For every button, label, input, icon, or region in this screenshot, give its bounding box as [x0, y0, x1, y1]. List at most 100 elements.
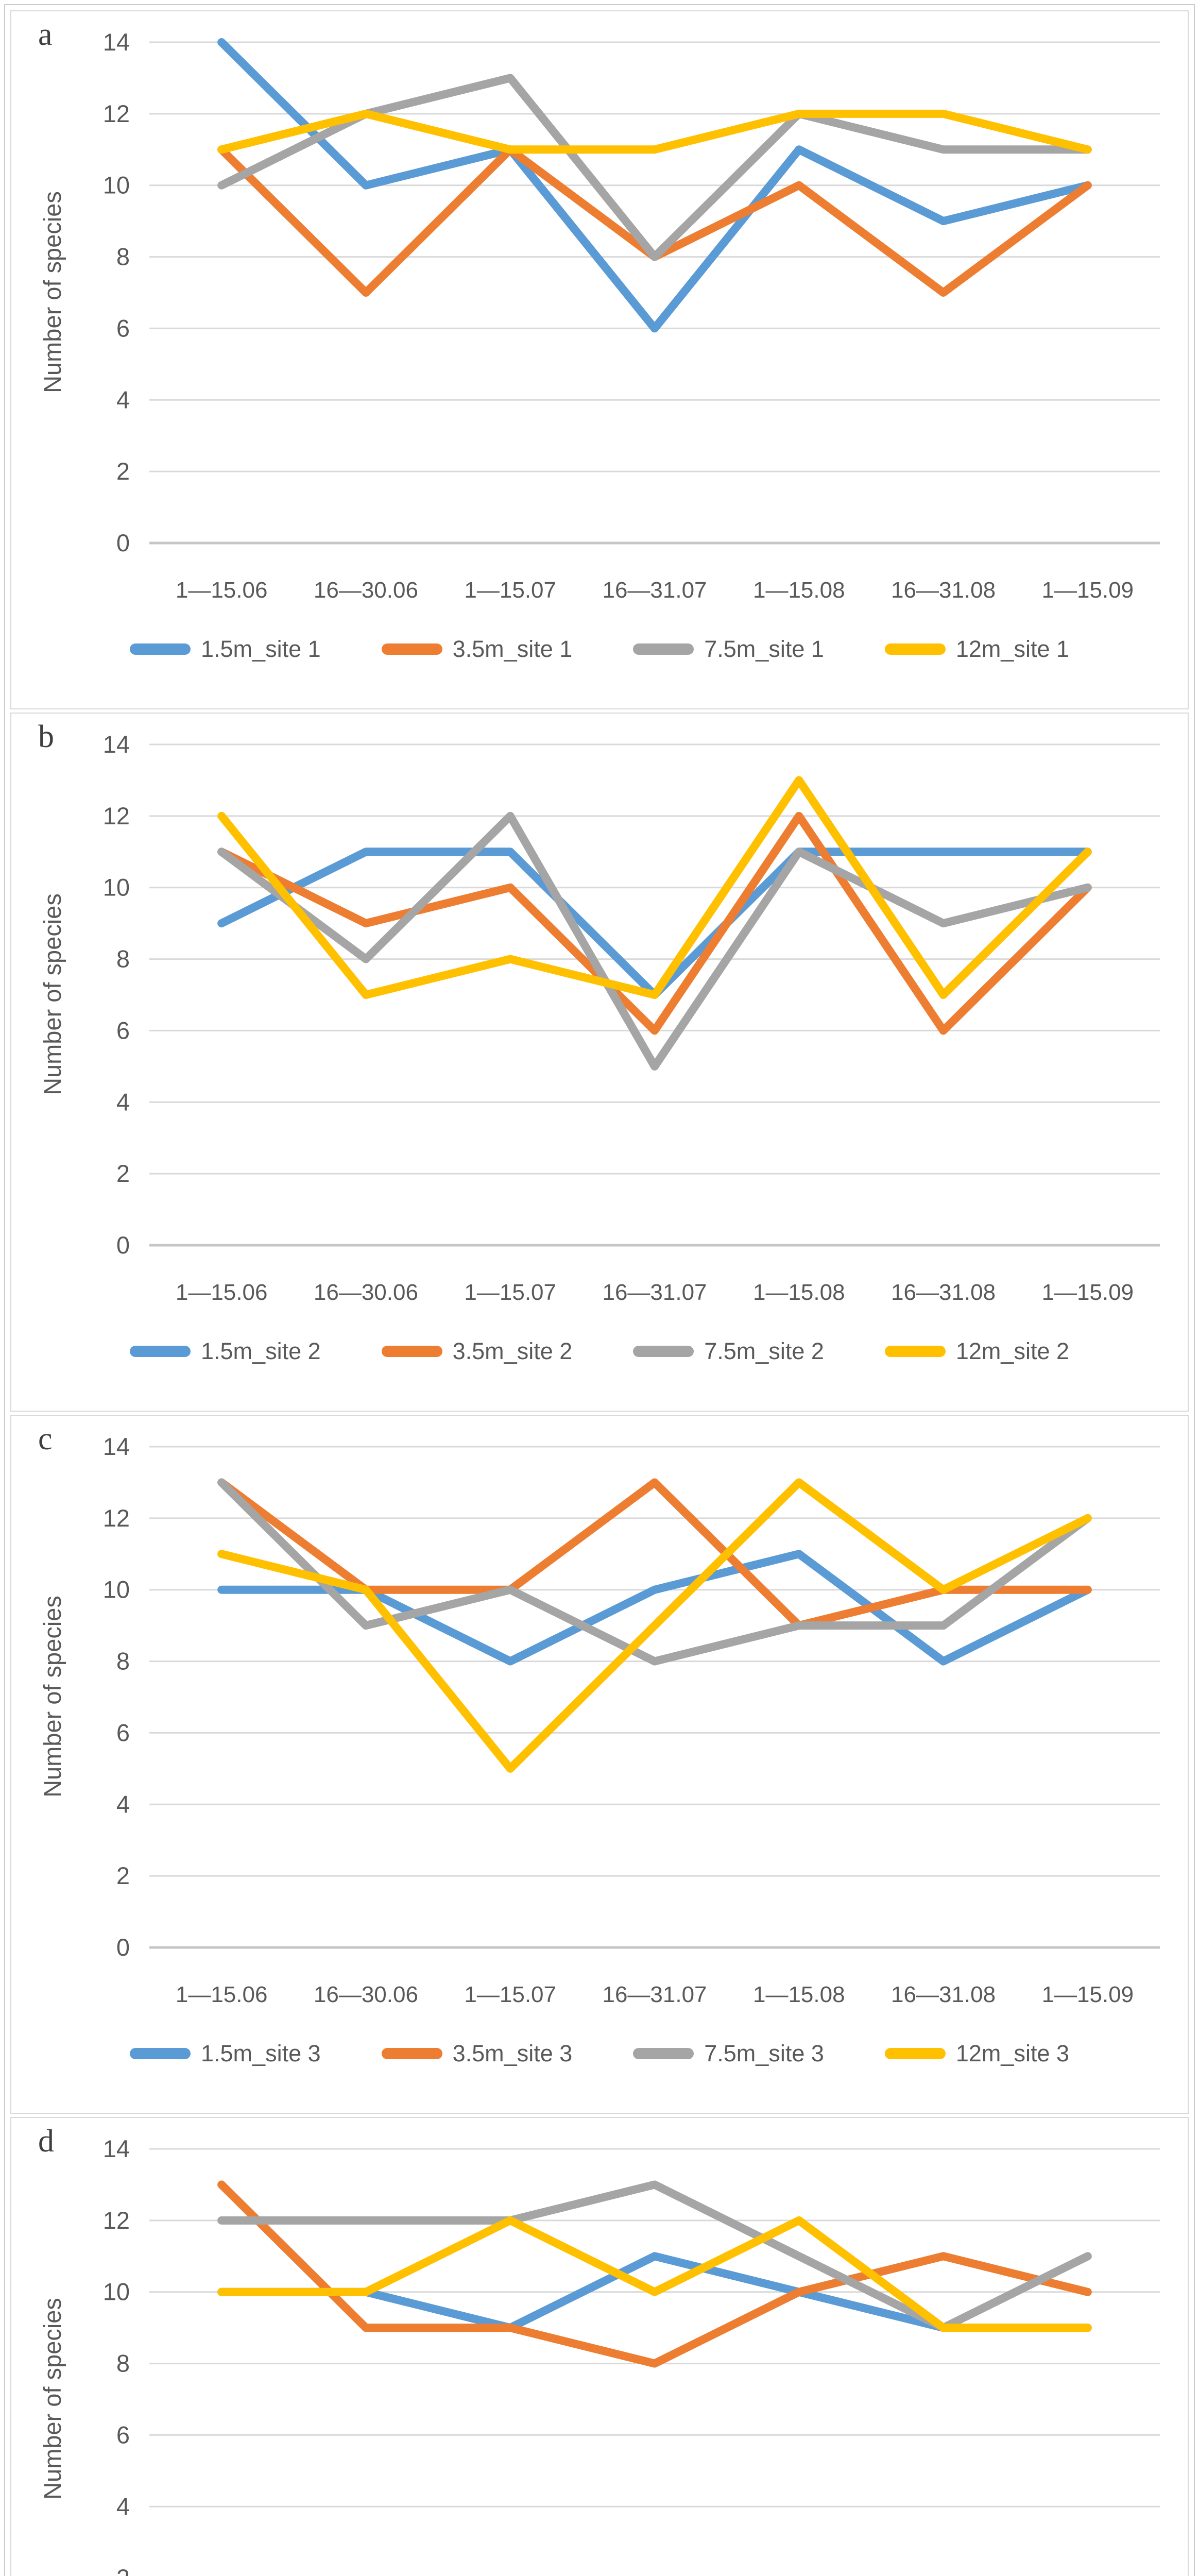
legend-swatch-icon: [633, 2048, 694, 2059]
y-tick-label-0: 0: [116, 529, 130, 556]
x-tick-label-4: 1—15.08: [753, 578, 845, 603]
legend-swatch-icon: [381, 643, 442, 655]
legend-label: 12m_site 1: [955, 636, 1069, 662]
legend-c: 1.5m_site 3 3.5m_site 3 7.5m_site 3 12m_sit…: [11, 2040, 1188, 2067]
legend-swatch-icon: [381, 2048, 442, 2059]
y-tick-label-4: 4: [116, 1088, 130, 1115]
legend-item-7.5m_site-3: 7.5m_site 3: [633, 2040, 824, 2067]
legend-label: 1.5m_site 3: [201, 2040, 321, 2066]
x-tick-label-4: 1—15.08: [753, 1280, 845, 1305]
y-tick-label-8: 8: [116, 243, 130, 270]
y-tick-label-2: 2: [116, 2564, 130, 2576]
legend-item-1.5m_site-1: 1.5m_site 1: [130, 636, 321, 663]
panel-a: a Number of species 0 2 4 6 8 10 12 14 1—15.06 16…: [10, 10, 1189, 709]
legend-label: 12m_site 2: [955, 1338, 1069, 1364]
legend-item-7.5m_site-1: 7.5m_site 1: [633, 636, 824, 663]
legend-label: 1.5m_site 2: [201, 1338, 321, 1364]
y-tick-label-14: 14: [103, 2135, 130, 2162]
legend-label: 1.5m_site 1: [201, 636, 321, 662]
x-tick-label-0: 1—15.06: [176, 1280, 268, 1305]
y-tick-label-6: 6: [116, 2421, 130, 2448]
x-tick-label-3: 16—31.07: [602, 578, 707, 603]
multi-panel-line-chart-figure: a Number of species 0 2 4 6 8 10 12 14 1—15.06 16…: [4, 4, 1195, 2576]
plot-area-c: 0 2 4 6 8 10 12 14 1—15.06 16—30.06 1—15.07 16—31.0…: [103, 1433, 1160, 2007]
x-tick-label-5: 16—31.08: [891, 578, 996, 603]
legend-item-12m_site-1: 12m_site 1: [884, 636, 1069, 663]
y-tick-label-12: 12: [103, 1504, 130, 1532]
y-tick-label-4: 4: [116, 2493, 130, 2520]
panel-d: d Number of species 024681012141—15.0616…: [10, 2117, 1189, 2576]
y-tick-label-14: 14: [103, 1433, 130, 1460]
series-line-3.5m_site-4: [217, 2180, 1092, 2368]
x-tick-label-6: 1—15.09: [1042, 1280, 1134, 1305]
y-tick-label-4: 4: [116, 386, 130, 413]
legend-label: 3.5m_site 2: [452, 1338, 573, 1364]
series-line-7.5m_site-3: [217, 1478, 1092, 1666]
panel-letter-b: b: [38, 719, 54, 754]
x-tick-label-2: 1—15.07: [464, 578, 556, 603]
panel-letter-a: a: [38, 17, 53, 52]
legend-swatch-icon: [130, 1346, 191, 1357]
plot-area-b: 0 2 4 6 8 10 12 14 1—15.06 16—30.06 1—15.07 16—31.0…: [103, 731, 1160, 1305]
panel-letter-d: d: [38, 2124, 54, 2159]
y-tick-label-2: 2: [116, 1862, 130, 1889]
y-tick-label-14: 14: [103, 28, 130, 56]
y-tick-label-10: 10: [103, 1576, 130, 1603]
series-line-7.5m_site-2: [217, 811, 1092, 1071]
x-tick-label-2: 1—15.07: [464, 1280, 556, 1305]
legend-swatch-icon: [130, 2048, 191, 2059]
legend-b: 1.5m_site 2 3.5m_site 2 7.5m_site 2 12m_sit…: [11, 1338, 1188, 1365]
legend-label: 7.5m_site 3: [704, 2040, 824, 2066]
y-tick-label-6: 6: [116, 1016, 130, 1044]
y-tick-label-0: 0: [116, 1231, 130, 1259]
y-tick-label-14: 14: [103, 731, 130, 758]
x-tick-label-0: 1—15.06: [176, 578, 268, 603]
y-tick-label-10: 10: [103, 874, 130, 901]
legend-item-1.5m_site-2: 1.5m_site 2: [130, 1338, 321, 1365]
legend-label: 12m_site 3: [955, 2040, 1069, 2066]
legend-swatch-icon: [130, 643, 191, 655]
series-line-12m_site-4: [217, 2216, 1092, 2332]
y-tick-label-10: 10: [103, 172, 130, 199]
x-tick-label-5: 16—31.08: [891, 1280, 996, 1305]
y-tick-label-0: 0: [116, 1934, 130, 1961]
legend-swatch-icon: [884, 2048, 946, 2059]
x-tick-label-6: 1—15.09: [1042, 1982, 1134, 2007]
y-tick-label-4: 4: [116, 1790, 130, 1818]
x-tick-label-4: 1—15.08: [753, 1982, 845, 2007]
y-tick-label-12: 12: [103, 100, 130, 127]
y-tick-label-2: 2: [116, 457, 130, 485]
panel-b: b Number of species 0 2 4 6 8 10 12 14 1—15.06 16…: [10, 713, 1189, 1412]
x-tick-label-2: 1—15.07: [464, 1982, 556, 2007]
legend-swatch-icon: [884, 643, 946, 655]
plot-area-d: 024681012141—15.0616—30.061—15.0716—31.0…: [103, 2135, 1160, 2576]
legend-label: 3.5m_site 1: [452, 636, 573, 662]
series-line-12m_site-3: [217, 1478, 1092, 1773]
y-tick-label-8: 8: [116, 2350, 130, 2377]
legend-item-12m_site-2: 12m_site 2: [884, 1338, 1069, 1365]
legend-a: 1.5m_site 1 3.5m_site 1 7.5m_site 1 12m_sit…: [11, 636, 1188, 663]
legend-label: 3.5m_site 3: [452, 2040, 573, 2066]
x-tick-label-1: 16—30.06: [314, 1280, 418, 1305]
series-line-1.5m_site-1: [217, 38, 1092, 333]
x-tick-label-5: 16—31.08: [891, 1982, 996, 2007]
legend-label: 7.5m_site 2: [704, 1338, 824, 1364]
x-tick-label-1: 16—30.06: [314, 578, 418, 603]
legend-item-12m_site-3: 12m_site 3: [884, 2040, 1069, 2067]
y-tick-label-8: 8: [116, 945, 130, 973]
panel-letter-c: c: [38, 1421, 53, 1456]
series-line-12m_site-1: [217, 109, 1092, 154]
legend-swatch-icon: [633, 643, 694, 655]
legend-swatch-icon: [381, 1346, 442, 1357]
y-tick-label-6: 6: [116, 314, 130, 342]
legend-item-1.5m_site-3: 1.5m_site 3: [130, 2040, 321, 2067]
x-tick-label-0: 1—15.06: [176, 1982, 268, 2007]
x-tick-label-6: 1—15.09: [1042, 578, 1134, 603]
y-tick-label-2: 2: [116, 1160, 130, 1187]
y-tick-label-12: 12: [103, 802, 130, 829]
plot-area-a: 0 2 4 6 8 10 12 14 1—15.06 16—30.06 1—15.07 16—31.0…: [103, 28, 1160, 603]
legend-swatch-icon: [884, 1346, 946, 1357]
legend-swatch-icon: [633, 1346, 694, 1357]
legend-item-3.5m_site-1: 3.5m_site 1: [381, 636, 573, 663]
legend-item-3.5m_site-2: 3.5m_site 2: [381, 1338, 573, 1365]
